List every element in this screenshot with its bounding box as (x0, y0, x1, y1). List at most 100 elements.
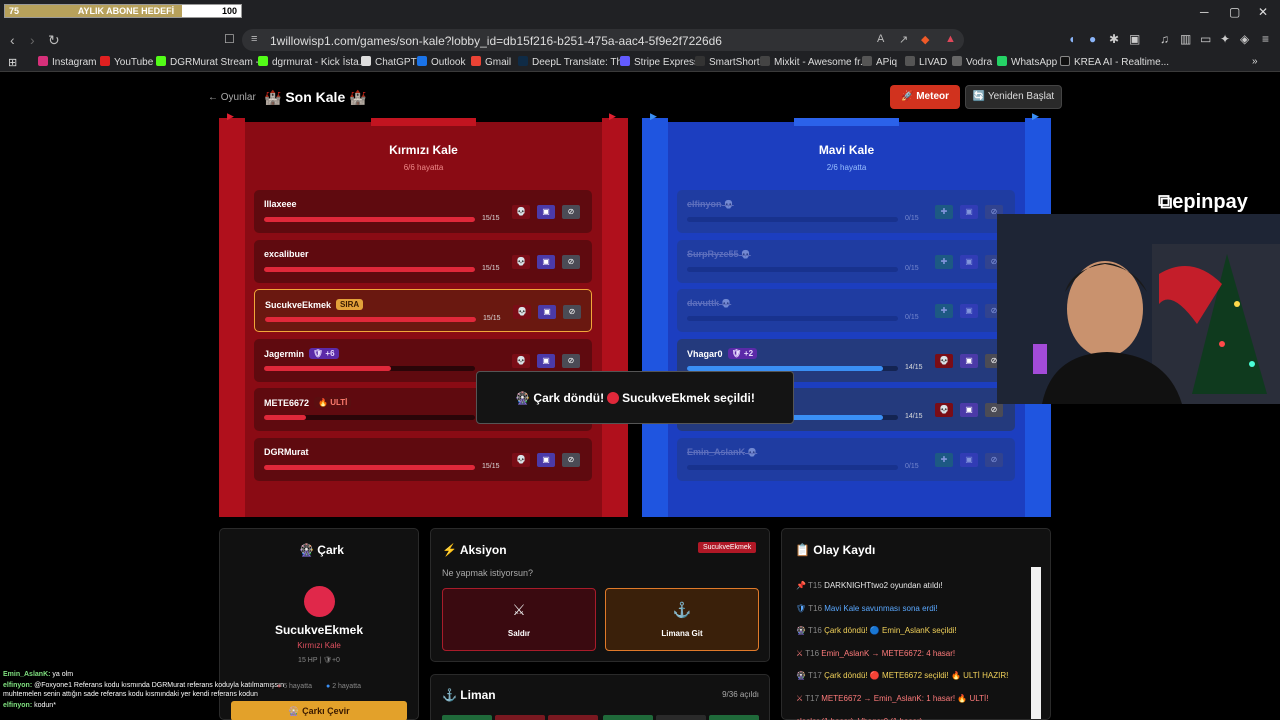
bookmark-item[interactable]: Outlook (417, 56, 465, 68)
harbor-slot[interactable] (603, 715, 653, 720)
bookmark-item[interactable]: Gmail (471, 56, 511, 68)
music-icon[interactable]: ♫ (1160, 32, 1169, 46)
attack-target-button[interactable]: 💀 (513, 305, 531, 320)
shield-button[interactable]: ▣ (537, 453, 555, 467)
bookmark-item[interactable]: WhatsApp (997, 56, 1057, 68)
bookmark-item[interactable]: LIVAD (905, 56, 947, 68)
shield-button[interactable]: ▣ (960, 403, 978, 418)
revive-button[interactable]: ✚ (935, 205, 953, 219)
leo-ai-icon[interactable]: ✦ (1220, 32, 1231, 46)
extension-icon[interactable]: ▣ (1129, 32, 1141, 46)
livad-icon (905, 56, 915, 66)
shield-button[interactable]: ▣ (960, 205, 978, 219)
player-card[interactable]: elfinyon 💀 0/15 ✚ ▣ ⊘ (677, 190, 1015, 233)
shield-button[interactable]: ▣ (960, 453, 978, 467)
restart-label: Yeniden Başlat (987, 91, 1055, 102)
extensions-icon[interactable]: ✱ (1109, 32, 1120, 46)
player-card[interactable]: DGRMurat 15/15 💀 ▣ ⊘ (254, 438, 592, 481)
revive-button[interactable]: ✚ (935, 304, 953, 319)
attack-target-button[interactable]: 💀 (935, 353, 953, 368)
extension-icon[interactable]: ● (1089, 32, 1097, 46)
player-name: elfinyon 💀 (687, 199, 734, 209)
extension-icon[interactable]: ◖ (1068, 32, 1076, 46)
block-button[interactable]: ⊘ (562, 353, 580, 368)
harbor-slot[interactable] (709, 715, 759, 720)
block-button[interactable]: ⊘ (562, 205, 580, 219)
block-button[interactable]: ⊘ (985, 453, 1003, 467)
attack-target-button[interactable]: 💀 (512, 254, 530, 269)
block-button[interactable]: ⊘ (562, 453, 580, 467)
bookmark-item[interactable]: DGRMurat Stream -... (156, 56, 267, 68)
shield-button[interactable]: ▣ (960, 353, 978, 368)
harbor-slot[interactable] (442, 715, 492, 720)
shield-button[interactable]: ▣ (538, 305, 556, 320)
shield-button[interactable]: ▣ (960, 304, 978, 319)
translate-icon[interactable]: A (877, 33, 885, 45)
minimize-icon[interactable]: ─ (1200, 5, 1209, 19)
reload-icon[interactable]: ↻ (48, 32, 60, 48)
attack-target-button[interactable]: 💀 (512, 353, 530, 368)
bookmark-item[interactable]: DeepL Translate: Th... (518, 56, 630, 68)
bookmark-item[interactable]: Stripe Express (620, 56, 699, 68)
harbor-slot[interactable] (495, 715, 545, 720)
player-card[interactable]: Illaxeee 15/15 💀 ▣ ⊘ (254, 190, 592, 233)
hp-bar-fill (264, 217, 475, 222)
revive-button[interactable]: ✚ (935, 453, 953, 467)
maximize-icon[interactable]: ▢ (1229, 5, 1241, 19)
restart-button[interactable]: 🔄 Yeniden Başlat (965, 85, 1062, 109)
back-to-games-link[interactable]: ← Oyunlar (208, 92, 256, 103)
bookmark-item[interactable]: YouTube (100, 56, 153, 68)
event-log-scrollbar[interactable] (1031, 567, 1041, 719)
attack-target-button[interactable]: 💀 (935, 403, 953, 418)
bookmark-item[interactable]: dgrmurat - Kick İsta... (258, 56, 367, 68)
back-icon[interactable]: ‹ (10, 32, 15, 48)
meteor-button[interactable]: 🚀 Meteor (890, 85, 960, 109)
block-button[interactable]: ⊘ (562, 254, 580, 269)
bookmark-icon[interactable]: ☐ (224, 32, 235, 46)
shield-button[interactable]: ▣ (960, 254, 978, 269)
player-card[interactable]: SucukveEkmek SIRA 15/15 💀 ▣ ⊘ (254, 289, 592, 333)
apps-icon[interactable]: ⊞ (8, 57, 18, 69)
player-card[interactable]: SurpRyze55 💀 0/15 ✚ ▣ ⊘ (677, 239, 1015, 283)
forward-icon[interactable]: › (30, 32, 35, 48)
more-bookmarks-icon[interactable]: » (1252, 56, 1258, 67)
url-text[interactable]: 1willowisp1.com/games/son-kale?lobby_id=… (270, 34, 722, 48)
go-to-harbor-button[interactable]: ⚓ Limana Git (605, 588, 759, 651)
close-icon[interactable]: ✕ (1258, 5, 1269, 19)
harbor-slot[interactable] (656, 715, 706, 720)
site-info-icon[interactable]: ≡ (251, 33, 258, 45)
bookmark-item[interactable]: APiq (862, 56, 897, 68)
player-card[interactable]: Emin_AslanK 💀 0/15 ✚ ▣ ⊘ (677, 438, 1015, 481)
player-card[interactable]: excalibuer 15/15 💀 ▣ ⊘ (254, 239, 592, 283)
player-card[interactable]: Jagermin 🛡 +6 💀 ▣ ⊘ (254, 338, 592, 382)
menu-icon[interactable]: ≡ (1262, 32, 1270, 46)
share-icon[interactable]: ↗ (899, 34, 909, 46)
event-log-list[interactable]: 📌 T15 DARKNIGHTtwo2 oyundan atıldı! 🛡 T16… (792, 563, 1041, 720)
revive-button[interactable]: ✚ (935, 254, 953, 269)
bookmark-item[interactable]: Mixkit - Awesome fr... (760, 56, 868, 68)
rewards-icon[interactable]: ▲ (945, 33, 956, 45)
bookmark-item[interactable]: Vodra (952, 56, 992, 68)
shield-button[interactable]: ▣ (537, 353, 555, 368)
bookmark-item[interactable]: Instagram (38, 56, 96, 68)
bookmark-item[interactable]: ChatGPT (361, 56, 417, 68)
address-bar[interactable]: ≡ 1willowisp1.com/games/son-kale?lobby_i… (242, 29, 964, 51)
attack-target-button[interactable]: 💀 (512, 453, 530, 467)
attack-button[interactable]: ⚔ Saldır (442, 588, 596, 651)
brave-shield-icon[interactable]: ◆ (921, 34, 930, 46)
wallet-icon[interactable]: ▭ (1200, 32, 1212, 46)
block-button[interactable]: ⊘ (563, 305, 581, 320)
spin-wheel-button[interactable]: 🎡 Çarkı Çevir (231, 701, 407, 720)
harbor-panel-title: ⚓ Liman (442, 688, 496, 702)
player-name-text: Illaxeee (264, 199, 297, 209)
player-card[interactable]: davuttk 💀 0/15 ✚ ▣ ⊘ (677, 289, 1015, 333)
shield-button[interactable]: ▣ (537, 205, 555, 219)
block-button[interactable]: ⊘ (985, 403, 1003, 418)
shield-button[interactable]: ▣ (537, 254, 555, 269)
harbor-slot[interactable] (548, 715, 598, 720)
vpn-icon[interactable]: ◈ (1240, 32, 1250, 46)
attack-target-button[interactable]: 💀 (512, 205, 530, 219)
sidebar-icon[interactable]: ▥ (1180, 32, 1192, 46)
bookmark-item[interactable]: KREA AI - Realtime... (1060, 56, 1169, 68)
bookmark-item[interactable]: SmartShort (695, 56, 760, 68)
